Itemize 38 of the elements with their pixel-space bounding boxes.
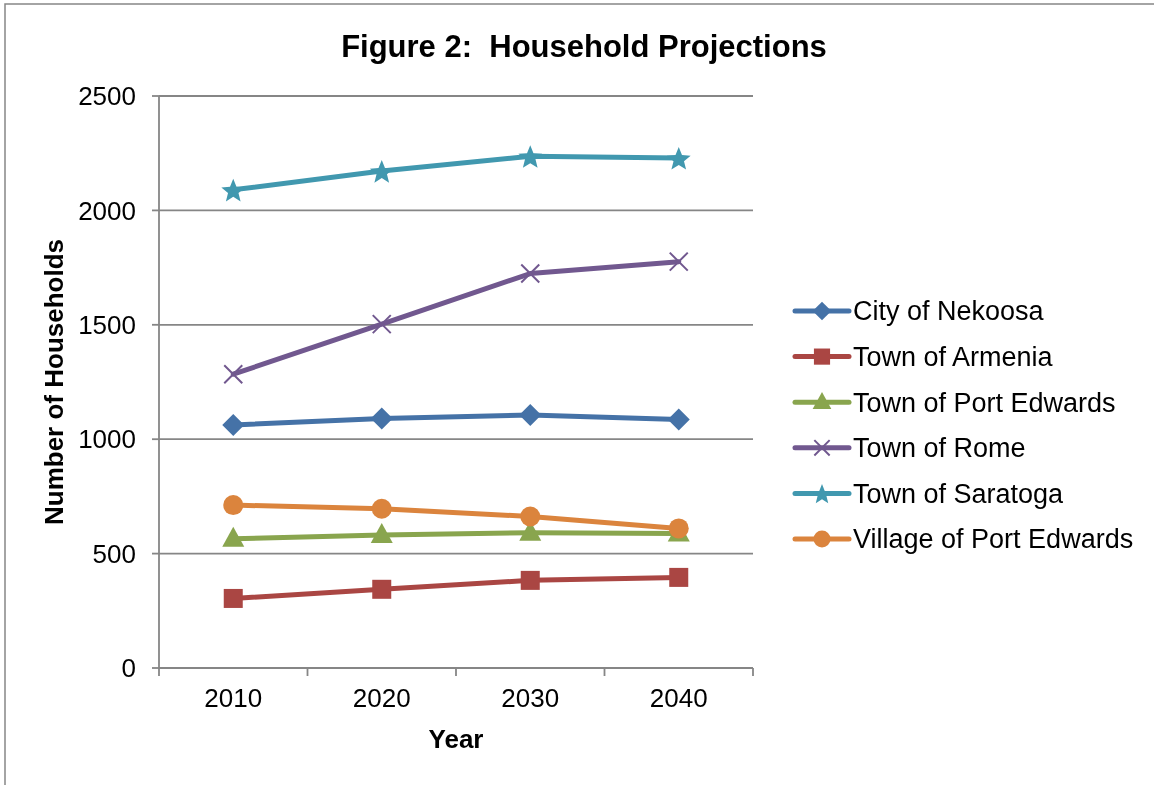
x-tick-label: 2010	[204, 683, 263, 713]
y-tick-label: 0	[121, 653, 136, 684]
point	[370, 523, 393, 544]
legend-label: Town of Port Edwards	[853, 387, 1116, 418]
y-tick-label: 1500	[78, 309, 136, 340]
y-tick-label: 2500	[78, 81, 136, 112]
point	[223, 364, 244, 385]
x-tick-label: 2020	[352, 683, 411, 713]
point	[370, 407, 393, 430]
y-axis-title: Number of Households	[39, 238, 69, 526]
legend-label: Town of Rome	[853, 433, 1026, 464]
legend-label: Town of Saratoga	[853, 478, 1065, 509]
point	[371, 498, 392, 519]
x-axis-title: Year	[428, 724, 484, 754]
point	[223, 588, 243, 608]
point	[222, 526, 245, 547]
point	[519, 403, 542, 426]
x-tick-label: 2040	[649, 683, 708, 713]
legend-label: Village of Port Edwards	[853, 524, 1134, 555]
y-tick-label: 1000	[78, 424, 136, 455]
point	[518, 145, 543, 168]
point	[372, 579, 392, 599]
point	[667, 408, 690, 431]
y-tick-label: 500	[92, 538, 136, 569]
y-tick-label: 2000	[78, 195, 136, 226]
chart-title: Figure 2: Household Projections	[341, 29, 827, 64]
point	[668, 251, 689, 272]
point	[222, 414, 245, 437]
x-tick-label: 2030	[501, 683, 560, 713]
point	[520, 506, 541, 527]
point	[371, 314, 392, 335]
point	[666, 147, 691, 170]
point	[520, 263, 541, 284]
point	[520, 570, 540, 590]
legend-label: Town of Armenia	[853, 342, 1054, 373]
point	[223, 495, 244, 516]
legend-label: City of Nekoosa	[853, 296, 1045, 327]
point	[669, 567, 689, 587]
